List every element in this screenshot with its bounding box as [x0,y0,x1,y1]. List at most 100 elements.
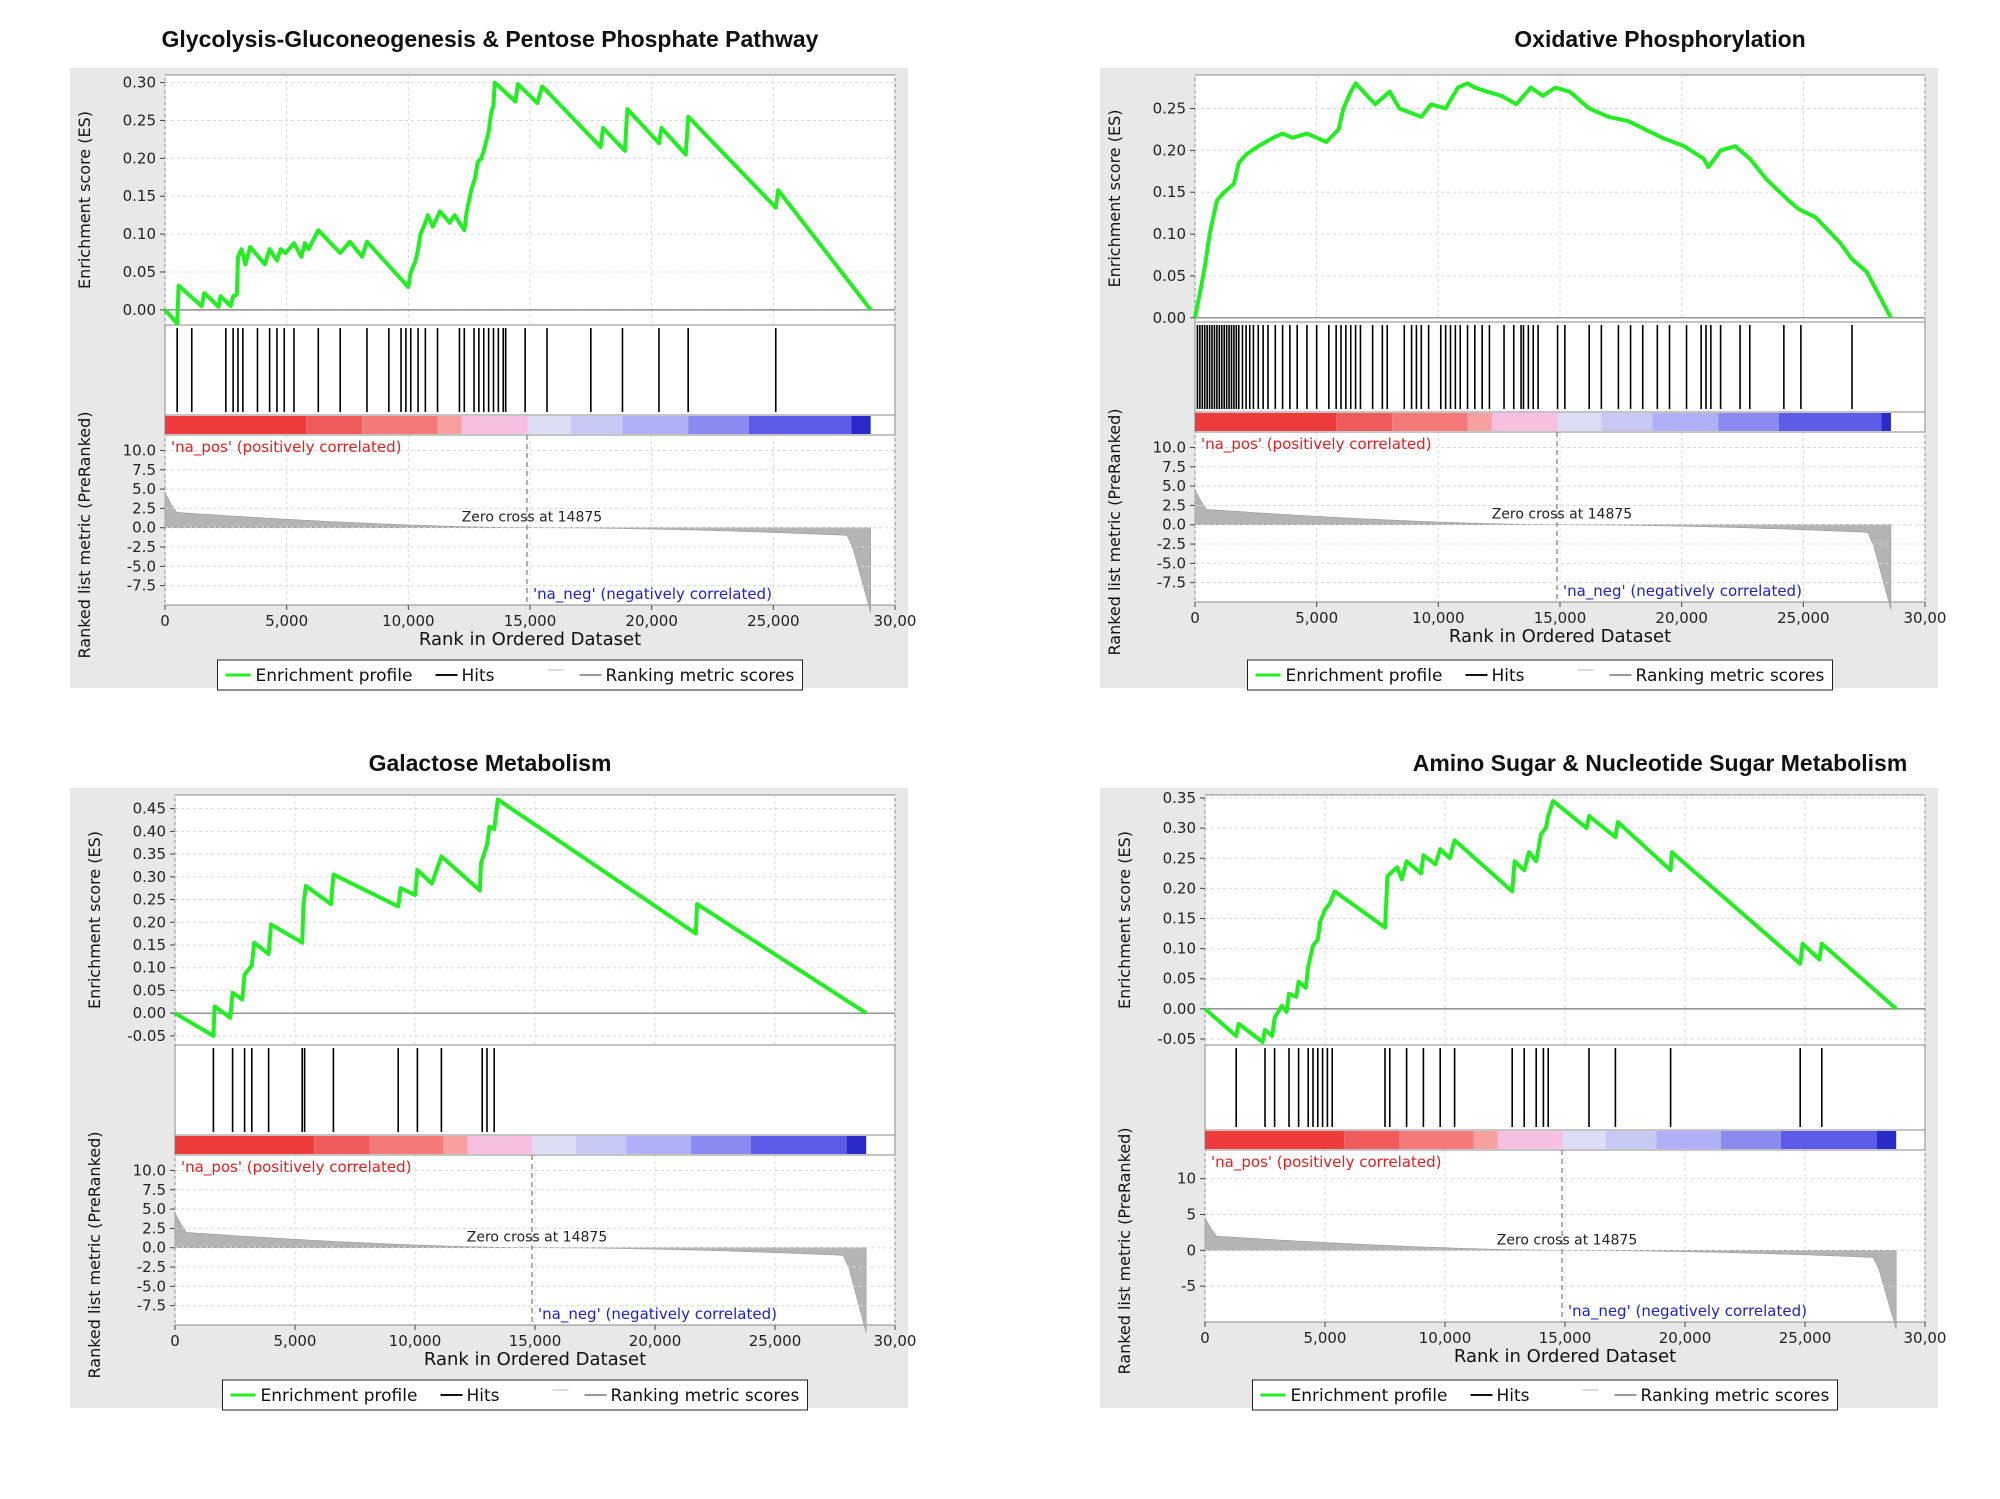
heat-segment [1652,413,1719,431]
es-tick-label: 0.35 [133,845,166,863]
neg-correlated-label: 'na_neg' (negatively correlated) [533,585,772,604]
panel-title: Oxidative Phosphorylation [1514,26,1806,52]
es-tick-label: 0.10 [133,959,166,977]
x-tick-label: 10,000 [1412,609,1465,627]
metric-tick-label: 10.0 [123,441,156,459]
heat-segment [467,1136,533,1154]
x-tick-label: 25,000 [747,612,800,630]
es-tick-label: -0.05 [1157,1030,1196,1048]
heat-segment [847,1136,867,1154]
heat-segment [1473,1131,1498,1149]
legend-box [1247,659,1833,691]
es-tick-label: 0.30 [123,74,156,92]
x-tick-label: 25,000 [1777,609,1830,627]
metric-tick-label: 10.0 [133,1161,166,1179]
heat-segment [1344,1131,1400,1149]
x-tick-label: 25,000 [749,1332,802,1350]
metric-ticks: 10.0 7.55.02.5 0.0-2.5-5.0 -7.5 [123,441,895,595]
hits [1235,1048,1823,1127]
metric-tick-label: 5.0 [142,1200,166,1218]
es-tick-label: 0.05 [133,981,166,999]
es-tick-label: 0.15 [1163,909,1196,927]
gsea-chart: 0.450.400.350.300.250.200.150.100.050.00… [70,788,916,1411]
metric-tick-label: -5.0 [137,1277,166,1295]
heat-segment [461,416,528,434]
es-tick-label: -0.05 [127,1027,166,1045]
legend-enrichment-label: Enrichment profile [256,666,413,686]
es-tick-label: 0.05 [1153,267,1186,285]
heat-segment [175,1136,315,1154]
metric-tick-label: -7.5 [127,577,156,595]
es-tick-label: 0.00 [123,301,156,319]
heat-segment [1467,413,1492,431]
x-tick-label: 0 [170,1332,180,1350]
zero-cross-label: Zero cross at 14875 [1492,507,1632,523]
x-axis-label: Rank in Ordered Dataset [1454,1346,1676,1367]
x-tick-label: 30,00 [874,612,917,630]
es-tick-label: 0.25 [133,891,166,909]
plot-area [164,74,896,606]
x-tick-label: 5,000 [274,1332,317,1350]
x-tick-label: 5,000 [1295,609,1338,627]
pos-correlated-label: 'na_pos' (positively correlated) [1201,435,1431,454]
legend-hits-label: Hits [1492,666,1525,686]
heat-segment [571,416,623,434]
metric-tick-label: 0.0 [132,519,156,537]
enrichment-profile-line [163,80,873,326]
legend: Enrichment profile Hits Ranking metric sco… [1252,1379,1838,1411]
pos-correlated-label: 'na_pos' (positively correlated) [181,1158,411,1177]
gsea-chart: 0.35 0.30 0.25 0.20 0.15 0.10 0.05 0.00 -0.05 10 5… [1100,788,1946,1411]
metric-tick-label: 0.0 [1162,516,1186,534]
legend: Enrichment profile Hits Ranking metric sco… [222,1379,808,1411]
heat-segment [1881,413,1891,431]
heat-segment [1497,1131,1563,1149]
heat-segment [1195,413,1337,431]
gsea-chart: 0.000.050.100.150.200.250.3010.07.55.02.… [70,68,916,691]
es-tick-label: 0.00 [133,1004,166,1022]
metric-tick-label: -7.5 [1157,574,1186,592]
x-tick-label: 30,00 [874,1332,917,1350]
x-tick-label: 5,000 [265,612,308,630]
x-axis: 0 5,000 10,000 15,000 20,000 25,000 30,00 [160,605,916,630]
es-tick-label: 0.45 [133,800,166,818]
x-axis: 0 5,000 10,000 15,000 20,000 25,000 30,00 [1200,1322,1946,1347]
x-tick-label: 20,000 [625,612,678,630]
x-tick-label: 20,000 [629,1332,682,1350]
legend-ranking-label: Ranking metric scores [611,1386,800,1406]
panel-oxphos: Oxidative Phosphorylation 0.00 0.05 0.10 0.… [1000,0,2000,740]
legend-ranking-label: Ranking metric scores [1636,666,1825,686]
enrichment-profile-line [173,797,868,1038]
metric-ticks: 10.0 7.55.02.5 0.0-2.5-5.0 -7.5 [1153,438,1925,592]
plot-area [174,794,896,1326]
es-tick-label: 0.20 [123,149,156,167]
x-axis-label: Rank in Ordered Dataset [1449,626,1671,647]
heat-segment [688,416,749,434]
es-tick-label: 0.15 [1153,183,1186,201]
metric-axis-label: Ranked list metric (PreRanked) [75,411,94,658]
heat-segment [1877,1131,1897,1149]
x-axis: 0 5,000 10,000 15,000 20,000 25,000 30,00 [170,1325,916,1350]
legend-hits-label: Hits [462,666,495,686]
es-tick-label: 0.30 [133,868,166,886]
heat-segment [1718,413,1779,431]
heat-segment [1557,413,1602,431]
metric-axis-label: Ranked list metric (PreRanked) [85,1131,104,1378]
legend-enrichment-label: Enrichment profile [1291,1386,1448,1406]
x-tick-label: 0 [1200,1329,1210,1347]
x-tick-label: 15,000 [1539,1329,1592,1347]
heat-segment [437,416,462,434]
metric-tick-label: -2.5 [137,1258,166,1276]
x-tick-label: 30,00 [1904,1329,1947,1347]
legend-enrichment-label: Enrichment profile [1286,666,1443,686]
x-axis-label: Rank in Ordered Dataset [424,1349,646,1370]
zero-cross-label: Zero cross at 14875 [1497,1232,1637,1248]
panel-title: Galactose Metabolism [368,750,612,776]
metric-tick-label: -2.5 [1157,535,1186,553]
hits [176,328,777,412]
es-axis-label: Enrichment score (ES) [75,111,94,289]
gsea-chart: 0.000.050.100.150.200.2510.07.55.02.50.0… [1100,68,1946,691]
heat-segment [314,1136,370,1154]
es-tick-label: 0.35 [1163,789,1196,807]
metric-tick-label: -7.5 [137,1297,166,1315]
metric-tick-label: 0 [1186,1241,1196,1259]
